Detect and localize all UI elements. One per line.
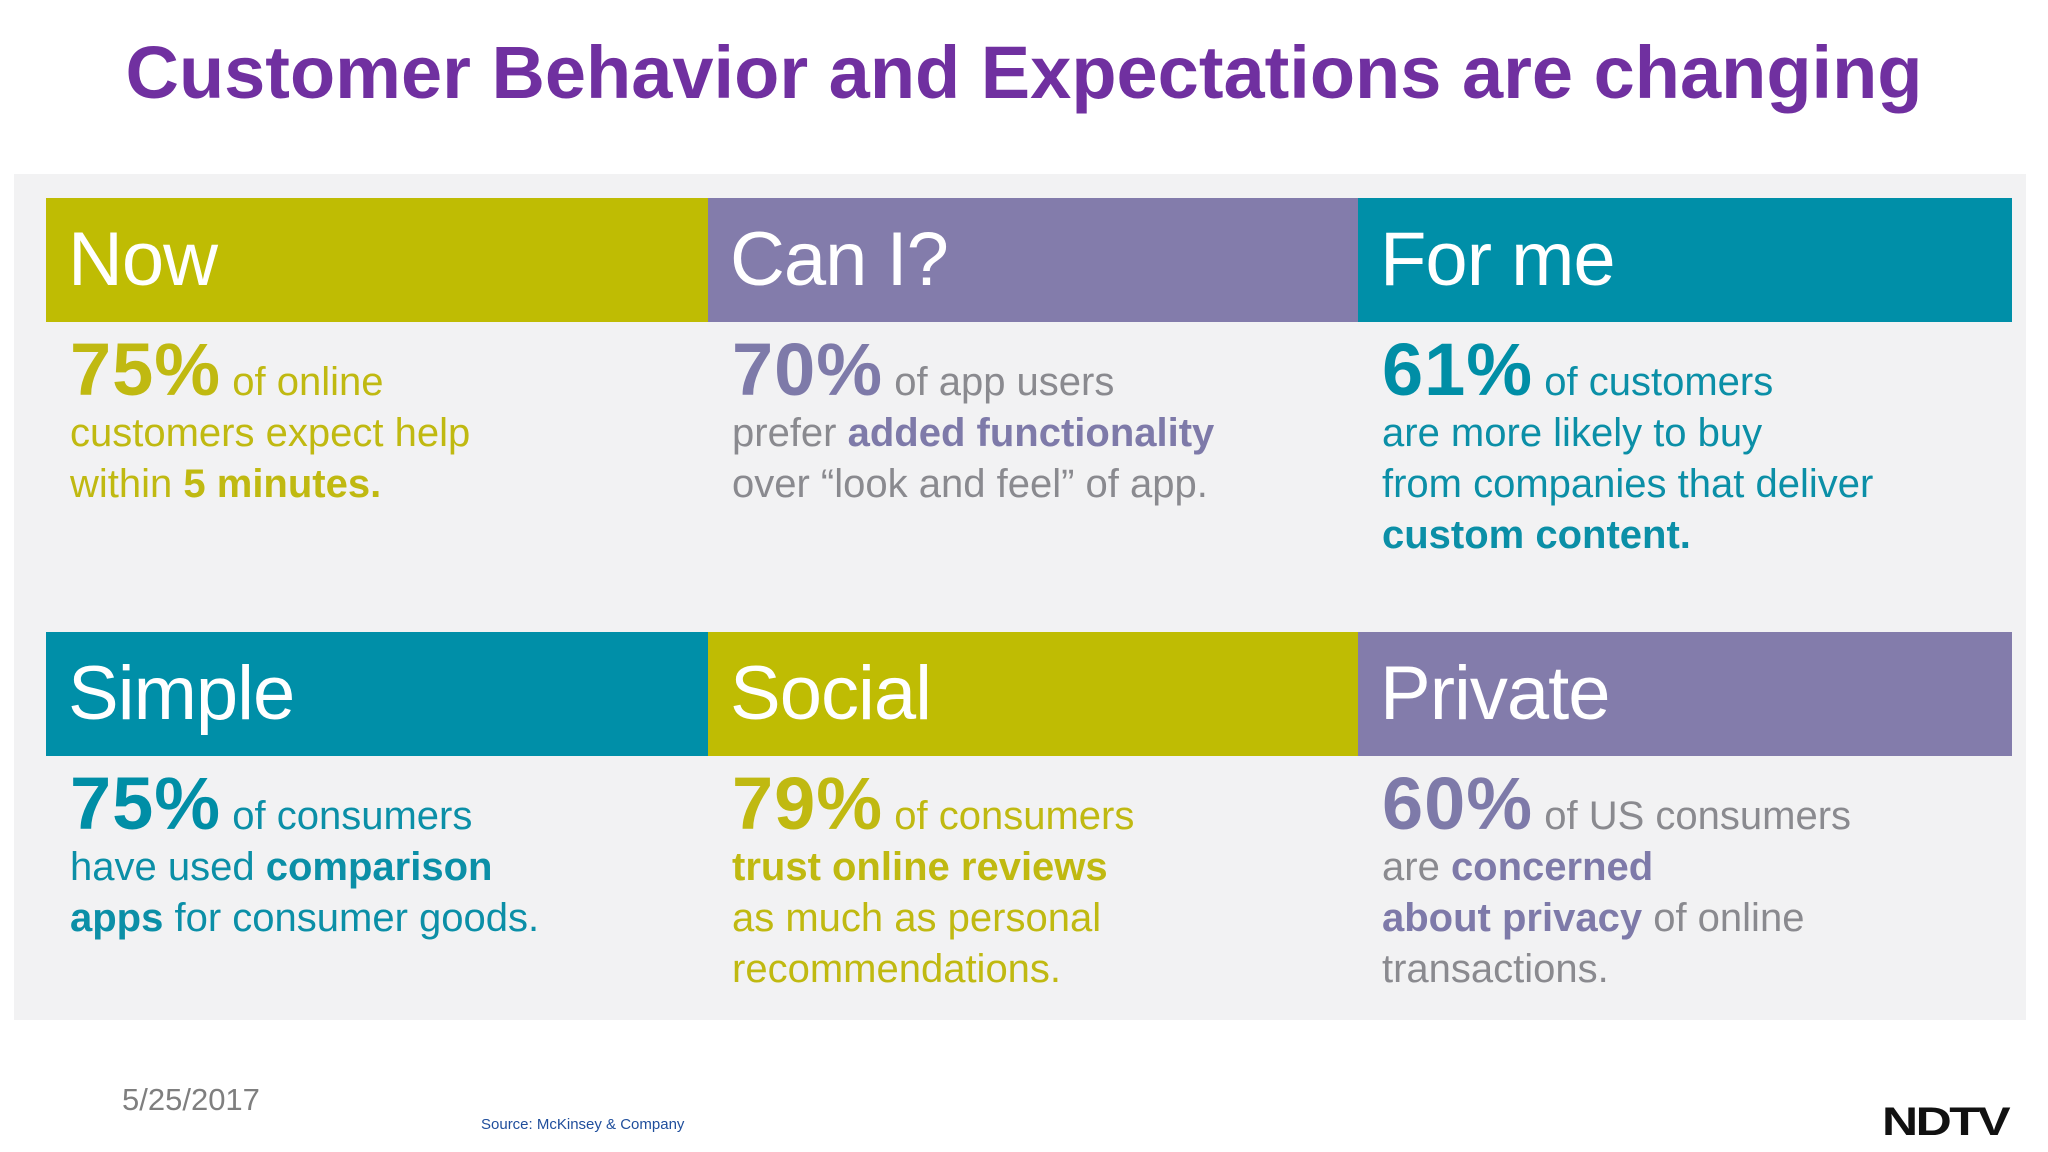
card-text: prefer [732, 411, 837, 455]
card-text-bold: about privacy [1382, 896, 1643, 940]
card-text-bold: 5 minutes. [183, 462, 382, 506]
stat-value: 60% [1382, 762, 1534, 845]
card-for-me: 61% of customers are more likely to buy … [1358, 333, 2012, 561]
card-text: within [70, 462, 173, 506]
card-social: 79% of consumers trust online reviews as… [708, 767, 1358, 995]
card-text: over “look and feel” of app. [732, 462, 1208, 506]
card-text: of online [1653, 896, 1805, 940]
card-text: of online [232, 360, 384, 404]
header-for-me: For me [1358, 198, 2012, 322]
card-text: from companies that deliver [1382, 462, 1874, 506]
slide-title: Customer Behavior and Expectations are c… [125, 31, 1923, 114]
header-simple: Simple [46, 632, 708, 756]
stat-value: 75% [70, 762, 222, 845]
card-text: of US consumers [1544, 794, 1852, 838]
header-private: Private [1358, 632, 2012, 756]
card-can-i: 70% of app users prefer added functional… [708, 333, 1358, 510]
card-now: 75% of online customers expect help with… [46, 333, 708, 510]
card-private: 60% of US consumers are concerned about … [1358, 767, 2012, 995]
card-text: customers expect help [70, 411, 471, 455]
header-can-i: Can I? [708, 198, 1358, 322]
stat-value: 79% [732, 762, 884, 845]
card-text: are [1382, 845, 1440, 889]
card-text: of consumers [894, 794, 1135, 838]
card-text-bold: trust online reviews [732, 845, 1108, 889]
card-text-bold: comparison [265, 845, 493, 889]
card-text: for consumer goods. [174, 896, 540, 940]
card-text: of app users [894, 360, 1115, 404]
header-now: Now [46, 198, 708, 322]
card-text: are more likely to buy [1382, 411, 1763, 455]
card-text: recommendations. [732, 947, 1062, 991]
header-social: Social [708, 632, 1358, 756]
card-text: of customers [1544, 360, 1774, 404]
slide-date: 5/25/2017 [122, 1082, 260, 1117]
card-text-bold: added functionality [847, 411, 1215, 455]
stat-value: 75% [70, 328, 222, 411]
card-text-bold: apps [70, 896, 164, 940]
stat-value: 70% [732, 328, 884, 411]
card-simple: 75% of consumers have used comparison ap… [46, 767, 708, 944]
infographic-panel: Now Can I? For me 75% of online customer… [14, 174, 2026, 1020]
ndtv-logo: NDTV [1882, 1100, 2011, 1144]
stat-value: 61% [1382, 328, 1534, 411]
card-text-bold: concerned [1450, 845, 1654, 889]
card-text: as much as personal [732, 896, 1102, 940]
source-citation: Source: McKinsey & Company [481, 1116, 685, 1133]
card-text: transactions. [1382, 947, 1609, 991]
card-text-bold: custom content. [1382, 513, 1691, 557]
card-text: of consumers [232, 794, 473, 838]
card-text: have used [70, 845, 255, 889]
